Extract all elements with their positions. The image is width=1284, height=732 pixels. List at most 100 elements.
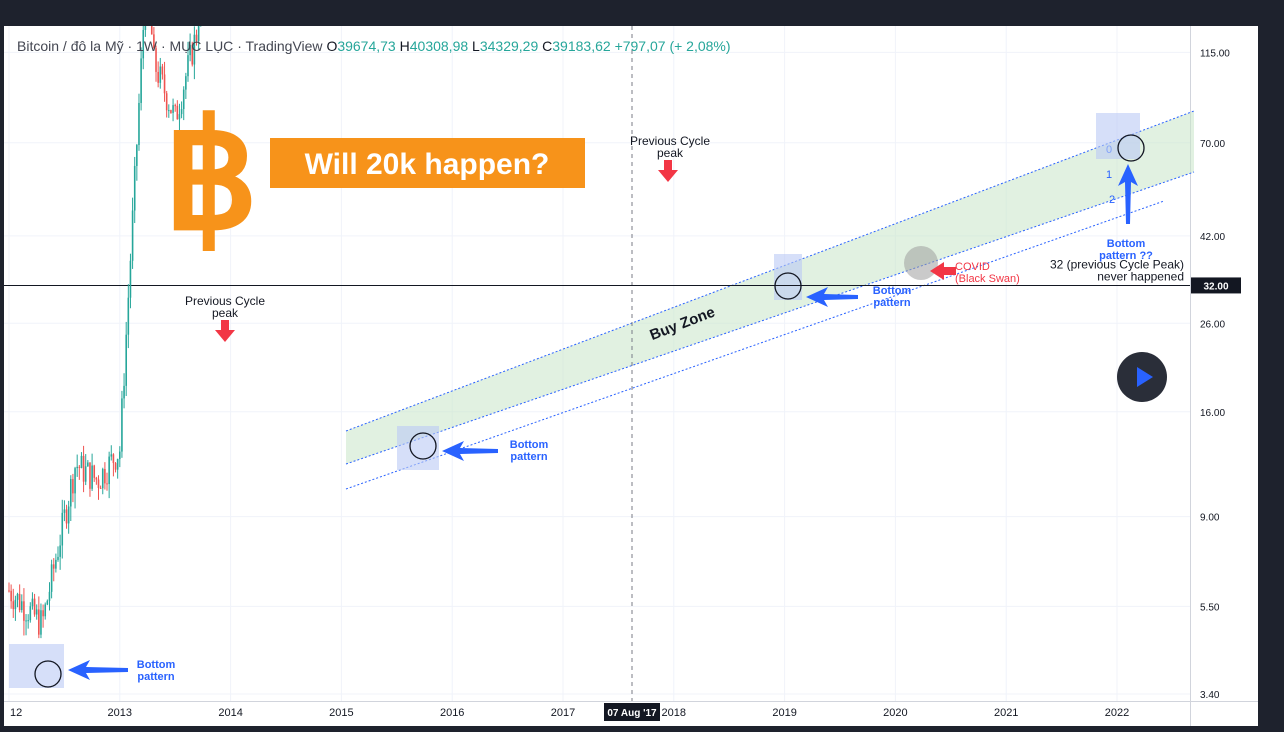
- candle-body: [174, 105, 176, 107]
- candle-body: [40, 610, 42, 635]
- close-label: C: [542, 38, 553, 54]
- play-icon: [1137, 367, 1153, 387]
- x-tick-label: 2021: [994, 707, 1018, 719]
- candle-body: [150, 26, 153, 35]
- candle-body: [84, 466, 87, 482]
- x-tick-label: 2019: [772, 707, 796, 719]
- candle-body: [123, 385, 125, 399]
- candle-body: [129, 260, 132, 298]
- peak-2017-text-2: peak: [657, 146, 684, 160]
- candle-body: [121, 398, 123, 452]
- bottom-pattern-box: [397, 426, 439, 470]
- candle-body: [140, 58, 142, 103]
- candle-body: [131, 210, 134, 261]
- menu-label[interactable]: MỤC LỤC: [169, 38, 234, 54]
- channel-label-2: 2: [1109, 194, 1115, 206]
- y-tick-label: 3.40: [1200, 690, 1220, 701]
- peak-2013-text-1: Previous Cycle: [185, 294, 265, 308]
- high-value: 40308,98: [409, 38, 469, 54]
- candle-body: [178, 114, 181, 120]
- candle-body: [155, 48, 157, 72]
- candle-body: [50, 564, 53, 592]
- candle-body: [46, 600, 49, 605]
- candle-body: [78, 466, 81, 468]
- candle-body: [10, 590, 12, 602]
- candle-body: [8, 590, 10, 592]
- candle-body: [91, 465, 93, 489]
- candle-body: [193, 34, 196, 65]
- candle-body: [82, 455, 85, 482]
- change-value: +797,07 (+ 2,08%): [614, 38, 731, 54]
- candle-body: [31, 598, 34, 607]
- crosshair-date-badge: [604, 703, 660, 721]
- candle-body: [176, 105, 179, 120]
- candle-body: [87, 462, 89, 467]
- candle-body: [191, 44, 194, 65]
- candle-body: [23, 601, 25, 621]
- candle-body: [116, 459, 119, 470]
- covid-text-1: COVID: [955, 261, 990, 273]
- level-price-badge: [1191, 277, 1241, 294]
- candle-body: [114, 463, 117, 470]
- bottom-pattern-circle: [1117, 134, 1145, 162]
- bottom-text-2019-2: pattern: [873, 297, 911, 309]
- candle-body: [136, 145, 138, 166]
- candles: [8, 26, 202, 639]
- bottom-text-2015-1: Bottom: [510, 439, 549, 451]
- x-tick-label: 2018: [662, 707, 686, 719]
- x-tick-label: 2017: [551, 707, 575, 719]
- candle-body: [12, 601, 15, 610]
- candle-body: [42, 610, 44, 617]
- interval-label[interactable]: 1W: [136, 38, 158, 54]
- candle-body: [33, 598, 36, 615]
- symbol-header: Bitcoin / đô la Mỹ · 1W · MỤC LỤC · Trad…: [17, 38, 731, 54]
- bottom-arrow-2019: [806, 287, 858, 307]
- candle-body: [101, 468, 104, 489]
- source-label: TradingView: [245, 38, 323, 54]
- x-tick-label: 2022: [1105, 707, 1129, 719]
- peak-arrow-2017: [658, 160, 678, 182]
- candle-body: [93, 465, 96, 478]
- candle-body: [170, 110, 172, 113]
- candle-body: [99, 487, 102, 489]
- y-tick-label: 42.00: [1200, 232, 1225, 243]
- crosshair-date-text: 07 Aug '17: [607, 708, 657, 719]
- candle-body: [187, 55, 189, 77]
- banner-text: Will 20k happen?: [305, 148, 550, 181]
- bottom-arrow-2015: [442, 441, 498, 461]
- candle-body: [44, 604, 47, 617]
- open-label: O: [326, 38, 338, 54]
- y-tick-label: 16.00: [1200, 408, 1225, 419]
- symbol-name[interactable]: Bitcoin / đô la Mỹ: [17, 38, 124, 54]
- channel-line-1: [345, 171, 1195, 465]
- x-tick-label: 2014: [218, 707, 242, 719]
- candle-body: [165, 93, 168, 111]
- candle-body: [48, 591, 51, 601]
- channel-line-2: [345, 200, 1165, 490]
- candle-body: [119, 451, 121, 460]
- candle-body: [97, 479, 100, 488]
- bitcoin-logo: ฿: [163, 92, 258, 260]
- y-tick-label: 9.00: [1200, 513, 1220, 524]
- candle-body: [157, 71, 159, 83]
- bottom-pattern-box: [9, 644, 64, 688]
- candle-body: [74, 468, 76, 494]
- candle-body: [63, 509, 66, 513]
- candle-body: [110, 454, 113, 457]
- play-button[interactable]: [1117, 352, 1167, 402]
- candle-body: [106, 483, 108, 485]
- candle-body: [61, 512, 64, 546]
- bottom-text-2012-1: Bottom: [137, 659, 176, 671]
- y-tick-label: 5.50: [1200, 602, 1220, 613]
- bottom-pattern-circle: [409, 432, 437, 460]
- bottom-arrow-2022: [1118, 164, 1138, 224]
- high-label: H: [399, 38, 410, 54]
- candle-body: [182, 89, 185, 110]
- bottom-pattern-circle: [774, 272, 802, 300]
- low-value: 34329,29: [479, 38, 539, 54]
- candle-body: [65, 509, 68, 524]
- candle-body: [57, 556, 59, 560]
- bottom-text-2022-2: pattern ??: [1099, 250, 1153, 262]
